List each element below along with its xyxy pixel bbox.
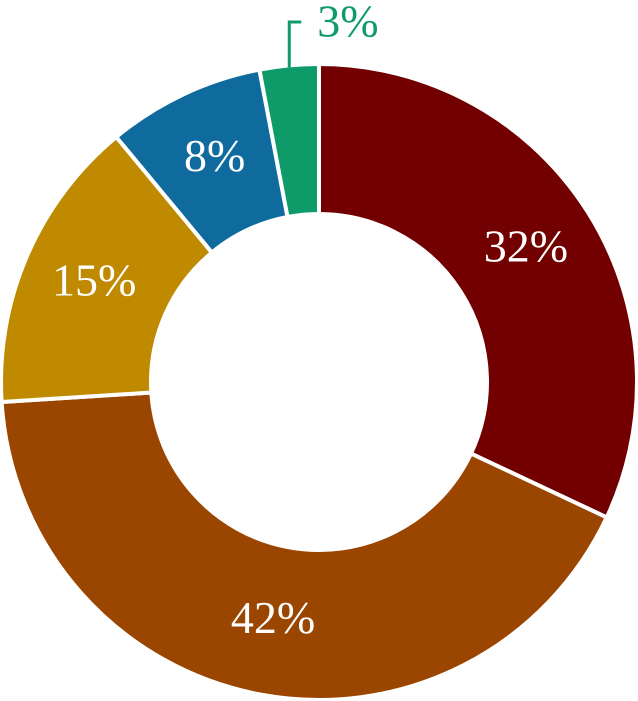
data-label: 42% <box>231 592 315 643</box>
donut-slice <box>317 62 638 520</box>
donut-slice <box>0 134 214 404</box>
data-label: 3% <box>317 0 378 47</box>
donut-slice <box>0 390 609 701</box>
leader-line <box>287 20 302 68</box>
data-label: 15% <box>52 254 136 305</box>
donut-slice <box>257 62 321 219</box>
data-label: 32% <box>484 220 568 271</box>
data-label: 8% <box>184 130 245 181</box>
